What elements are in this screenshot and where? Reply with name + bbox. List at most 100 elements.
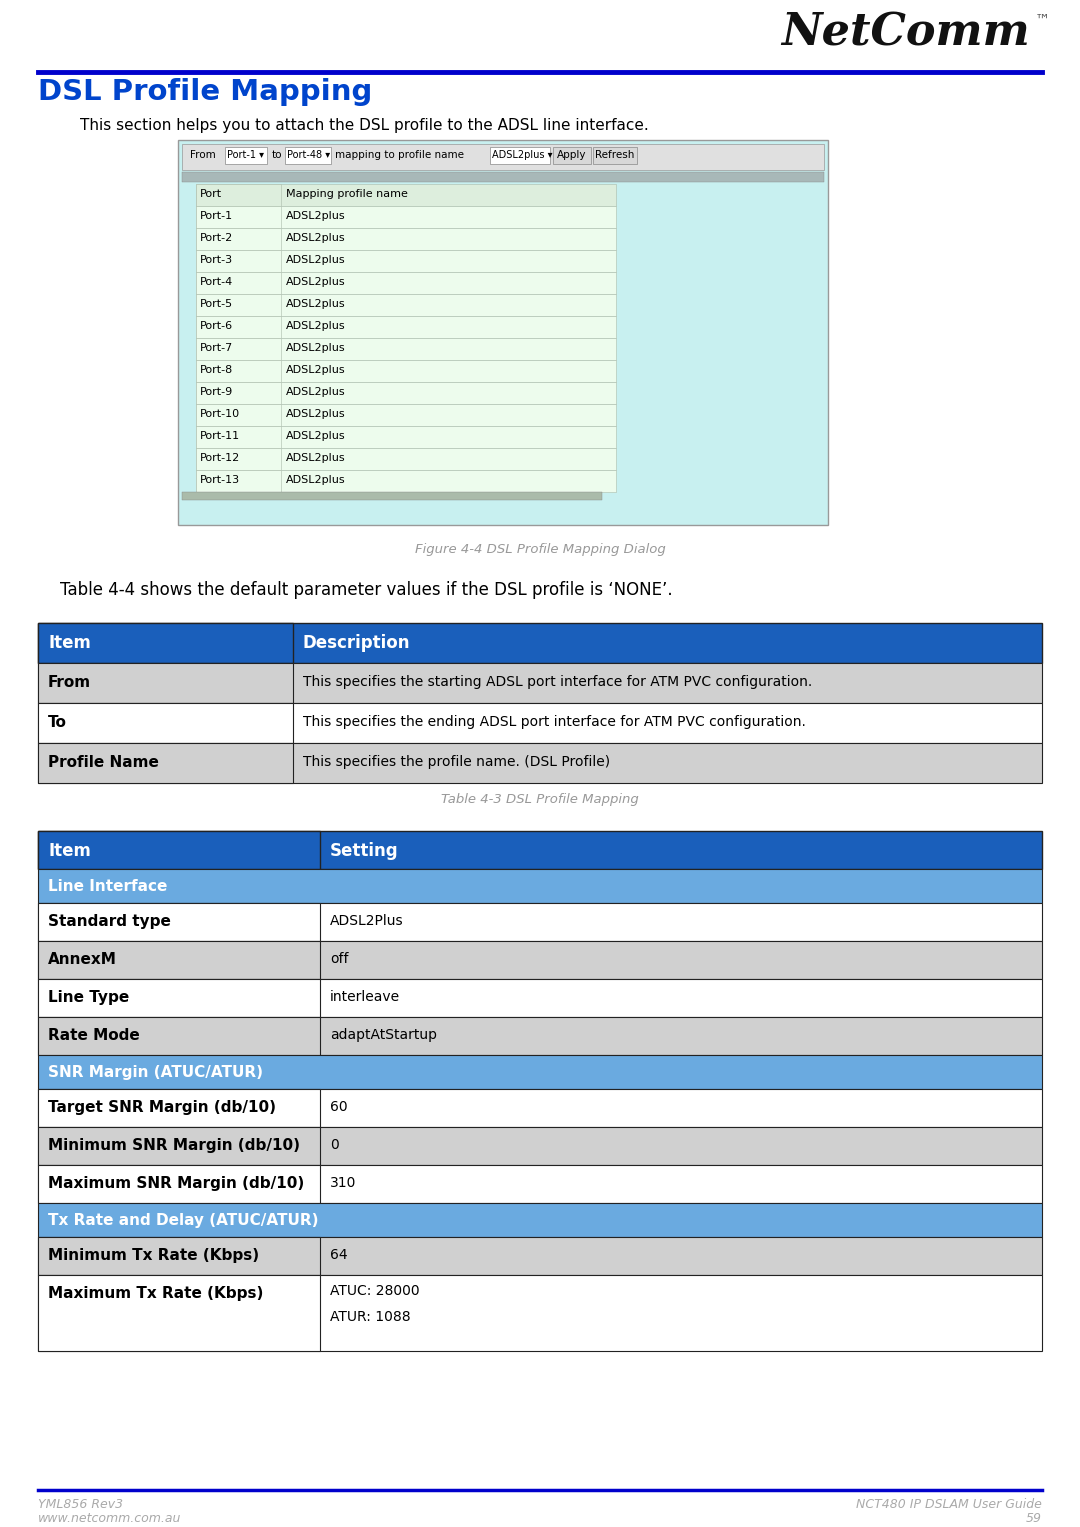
Bar [195, 337, 281, 360]
Text: adaptAtStartup: adaptAtStartup [330, 1028, 437, 1041]
Text: Port-1: Port-1 [200, 211, 233, 221]
Bar [593, 147, 637, 163]
Text: Description: Description [303, 634, 410, 652]
Bar [195, 405, 616, 426]
Bar [195, 295, 616, 316]
Text: DSL Profile Mapping: DSL Profile Mapping [38, 78, 373, 105]
Bar [38, 979, 1042, 1017]
Text: YML856 Rev3: YML856 Rev3 [38, 1498, 123, 1512]
Bar [38, 941, 1042, 979]
Text: To: To [48, 715, 67, 730]
Bar [38, 1089, 1042, 1127]
Bar [38, 702, 293, 744]
Bar [285, 147, 330, 163]
Text: Port-9: Port-9 [200, 386, 233, 397]
Text: This section helps you to attach the DSL profile to the ADSL line interface.: This section helps you to attach the DSL… [80, 118, 649, 133]
Text: ADSL2plus: ADSL2plus [286, 454, 346, 463]
Text: interleave: interleave [330, 989, 400, 1003]
Text: Port-8: Port-8 [200, 365, 233, 376]
Bar [195, 426, 281, 447]
Text: Port-1 ▾: Port-1 ▾ [227, 150, 264, 160]
Text: Item: Item [48, 841, 91, 860]
Bar [225, 147, 267, 163]
Text: Profile Name: Profile Name [48, 754, 159, 770]
Bar [38, 1237, 1042, 1275]
Bar [38, 831, 1042, 869]
Bar [195, 206, 281, 228]
Bar [195, 447, 616, 470]
Bar [195, 426, 616, 447]
Bar [195, 382, 616, 405]
Text: Port-5: Port-5 [200, 299, 233, 308]
Text: This specifies the profile name. (DSL Profile): This specifies the profile name. (DSL Pr… [303, 754, 610, 770]
Bar [183, 492, 602, 499]
Bar [38, 1017, 320, 1055]
Text: to: to [272, 150, 283, 160]
Text: ADSL2Plus: ADSL2Plus [330, 915, 404, 928]
Bar [195, 250, 281, 272]
Bar [38, 1165, 1042, 1203]
Bar [38, 1127, 1042, 1165]
Bar [195, 337, 616, 360]
Text: Port-12: Port-12 [200, 454, 240, 463]
Text: Minimum Tx Rate (Kbps): Minimum Tx Rate (Kbps) [48, 1248, 259, 1263]
Text: Minimum SNR Margin (db/10): Minimum SNR Margin (db/10) [48, 1138, 300, 1153]
Text: From: From [190, 150, 216, 160]
Text: This specifies the starting ADSL port interface for ATM PVC configuration.: This specifies the starting ADSL port in… [303, 675, 812, 689]
Text: AnnexM: AnnexM [48, 951, 117, 967]
Text: Item: Item [48, 634, 91, 652]
Bar [195, 183, 281, 206]
Bar [195, 470, 616, 492]
Bar [38, 902, 1042, 941]
Text: ADSL2plus ▾: ADSL2plus ▾ [492, 150, 553, 160]
Bar [183, 173, 824, 182]
Text: NetComm: NetComm [781, 12, 1030, 55]
Text: Port-3: Port-3 [200, 255, 233, 266]
Text: Apply: Apply [557, 150, 586, 160]
Bar [183, 144, 824, 169]
Bar [195, 228, 616, 250]
Text: 59: 59 [1026, 1512, 1042, 1525]
Bar [195, 250, 616, 272]
Text: Rate Mode: Rate Mode [48, 1028, 139, 1043]
Bar [38, 869, 1042, 902]
Bar [195, 206, 616, 228]
Bar [38, 1237, 320, 1275]
Text: SNR Margin (ATUC/ATUR): SNR Margin (ATUC/ATUR) [48, 1064, 264, 1080]
Bar [38, 1203, 1042, 1237]
Bar [38, 744, 293, 783]
Text: Port: Port [200, 189, 222, 199]
Text: Maximum Tx Rate (Kbps): Maximum Tx Rate (Kbps) [48, 1286, 264, 1301]
Text: ™: ™ [1035, 14, 1050, 27]
Text: ADSL2plus: ADSL2plus [286, 211, 346, 221]
Bar [38, 663, 1042, 702]
Bar [195, 382, 281, 405]
Bar [38, 941, 320, 979]
Text: Tx Rate and Delay (ATUC/ATUR): Tx Rate and Delay (ATUC/ATUR) [48, 1212, 319, 1228]
Text: 64: 64 [330, 1248, 348, 1261]
Text: ATUR: 1088: ATUR: 1088 [330, 1310, 410, 1324]
Bar [38, 979, 320, 1017]
Bar [195, 295, 281, 316]
Text: Setting: Setting [330, 841, 399, 860]
Text: From: From [48, 675, 91, 690]
Bar [195, 405, 281, 426]
Bar [195, 360, 281, 382]
Bar [38, 663, 293, 702]
Bar [38, 744, 1042, 783]
Text: Port-4: Port-4 [200, 276, 233, 287]
Bar [195, 183, 616, 206]
Text: Line Type: Line Type [48, 989, 130, 1005]
Text: ADSL2plus: ADSL2plus [286, 344, 346, 353]
Bar [38, 902, 320, 941]
Bar [553, 147, 591, 163]
Bar [195, 447, 281, 470]
Bar [195, 316, 616, 337]
Text: mapping to profile name: mapping to profile name [335, 150, 464, 160]
Bar [38, 1055, 1042, 1089]
Text: ADSL2plus: ADSL2plus [286, 431, 346, 441]
Text: ADSL2plus: ADSL2plus [286, 255, 346, 266]
Bar [38, 1165, 320, 1203]
Bar [38, 623, 1042, 663]
Text: ADSL2plus: ADSL2plus [286, 234, 346, 243]
